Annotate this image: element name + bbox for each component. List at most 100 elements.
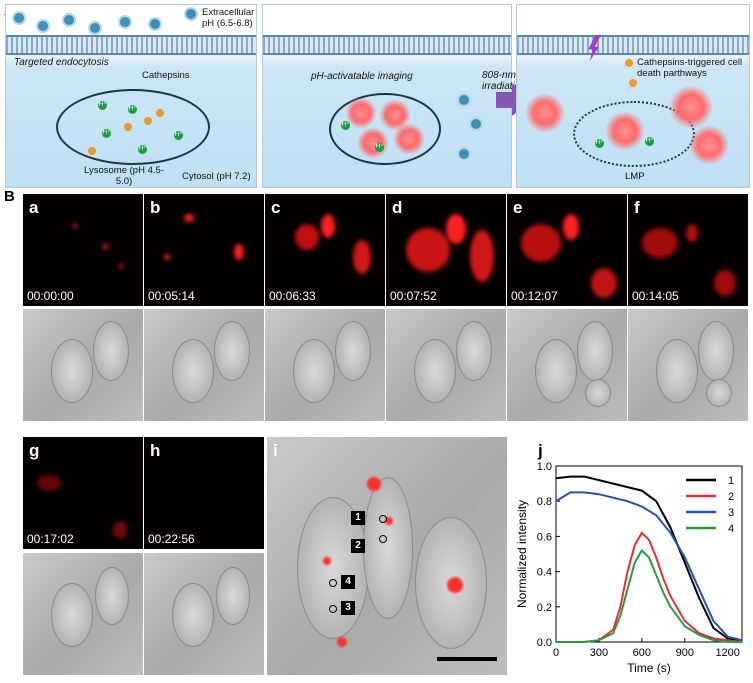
schematic-box-imaging: pH-activatable imaging H⁺ H⁺: [262, 4, 512, 188]
legend-label-2: 2: [728, 491, 734, 503]
x-tick-label: 1200: [715, 647, 739, 659]
signal-spot: [470, 230, 494, 282]
series-line-2: [556, 531, 743, 643]
frame-timestamp: 00:00:00: [27, 289, 74, 303]
dic-frame-e: [507, 309, 627, 421]
x-tick-label: 600: [633, 647, 651, 659]
y-tick-label: 0.6: [537, 531, 552, 543]
roi-circle-1: [379, 515, 387, 523]
overlay-letter: i: [273, 441, 278, 460]
roi-label-3: 3: [341, 601, 355, 615]
signal-spot: [446, 214, 466, 244]
fluorescence-frame-h: h 00:22:56: [144, 437, 264, 549]
fluorescence-frame-b: b 00:05:14: [144, 194, 264, 306]
cell-membrane: [517, 35, 749, 55]
frame-letter: f: [634, 198, 640, 217]
nanoparticle-icon: [457, 93, 471, 107]
panel-letter-j: j: [537, 441, 543, 460]
signal-spot: [103, 244, 108, 249]
nanoparticle-icon: [12, 11, 26, 25]
cathepsin-icon: [124, 123, 132, 131]
signal-spot: [642, 228, 678, 258]
frame-timestamp: 00:07:52: [390, 289, 437, 303]
x-axis-label: Time (s): [627, 661, 671, 675]
cell-membrane: [263, 35, 511, 55]
signal-spot: [323, 557, 331, 565]
fluorescence-frame-e: e 00:12:07: [507, 194, 627, 306]
signal-spot: [337, 637, 347, 647]
nanoparticle-icon: [118, 15, 132, 29]
nanoparticle-icon: [88, 21, 102, 35]
fluorescence-glow: [357, 127, 389, 159]
signal-spot: [321, 214, 335, 238]
lysosome-label: Lysosome (pH 4.5-5.0): [84, 165, 164, 187]
roi-label-2: 2: [351, 539, 365, 553]
overlay-image-i: i 1 2 3 4: [267, 437, 507, 675]
fluorescence-frame-d: d 00:07:52: [386, 194, 506, 306]
proton-icon: H⁺: [102, 129, 111, 138]
cell-membrane: [6, 35, 256, 55]
fluorescence-frame-f: f 00:14:05: [628, 194, 748, 306]
plot-frame: [555, 465, 743, 643]
x-tick-label: 900: [676, 647, 694, 659]
signal-spot: [37, 475, 61, 491]
cell-body: [293, 339, 335, 403]
proton-icon: H⁺: [645, 137, 654, 146]
signal-spot: [447, 577, 463, 593]
signal-spot: [295, 224, 319, 250]
dic-frame-h: [144, 553, 264, 675]
y-tick-label: 0.2: [537, 602, 552, 614]
irradiation-label: 808-nm irradiation: [482, 70, 526, 92]
frame-letter: g: [29, 441, 40, 460]
signal-spot: [563, 214, 579, 240]
cathepsin-icon: [629, 79, 637, 87]
roi-circle-4: [329, 579, 337, 587]
cell-body: [51, 339, 93, 403]
cell-body: [363, 477, 413, 619]
cell-body: [216, 567, 250, 625]
series-line-3: [555, 491, 743, 642]
cell-body: [456, 321, 492, 381]
fluorescence-glow: [345, 97, 377, 129]
x-tick-label: 0: [553, 647, 559, 659]
legend-label-3: 3: [728, 507, 734, 519]
nanoparticle-icon: [62, 13, 76, 27]
signal-spot: [234, 244, 244, 260]
process-arrow-2: [496, 92, 514, 108]
y-axis-label: Normalized intensity: [515, 500, 529, 608]
cell-body: [577, 321, 613, 381]
legend-label-1: 1: [728, 475, 734, 487]
cell-body: [172, 339, 214, 403]
dic-frame-b: [144, 309, 264, 421]
signal-spot: [73, 224, 77, 228]
legend-label-4: 4: [728, 523, 734, 535]
lmp-label: LMP: [625, 171, 645, 182]
lysosome-outline: [56, 89, 210, 165]
signal-spot: [113, 521, 127, 539]
signal-spot: [119, 264, 123, 268]
signal-spot: [521, 224, 561, 262]
cathepsin-icon: [88, 147, 96, 155]
frame-letter: h: [150, 441, 161, 460]
proton-icon: H⁺: [375, 143, 384, 152]
chart-panel-j: j 0.0 0.2 0.4 0.6 0.8 1.0 0 300 600 900 1200 Time (s…: [512, 436, 752, 678]
proton-icon: H⁺: [174, 131, 183, 140]
nanoparticle-icon: [184, 7, 198, 21]
fluorescence-glow: [525, 93, 565, 133]
cell-body: [172, 583, 214, 647]
frame-timestamp: 00:05:14: [148, 289, 195, 303]
signal-spot: [591, 268, 617, 298]
nanoparticle-icon: [148, 17, 162, 31]
scale-bar: [437, 657, 497, 661]
signal-spot: [184, 214, 194, 222]
cell-death-label: Cathepsins-triggered cell death parthway…: [637, 57, 743, 79]
cathepsin-icon: [156, 109, 164, 117]
x-tick-label: 300: [590, 647, 608, 659]
cell-body: [585, 379, 611, 407]
signal-spot: [385, 517, 393, 525]
signal-spot: [367, 477, 381, 491]
schematic-box-cell-death: Cathepsins-triggered cell death parthway…: [516, 4, 750, 188]
roi-label-1: 1: [351, 511, 365, 525]
extracellular-ph-label: Extracellular pH (6.5-6.8): [202, 7, 255, 29]
frame-letter: b: [150, 198, 161, 217]
